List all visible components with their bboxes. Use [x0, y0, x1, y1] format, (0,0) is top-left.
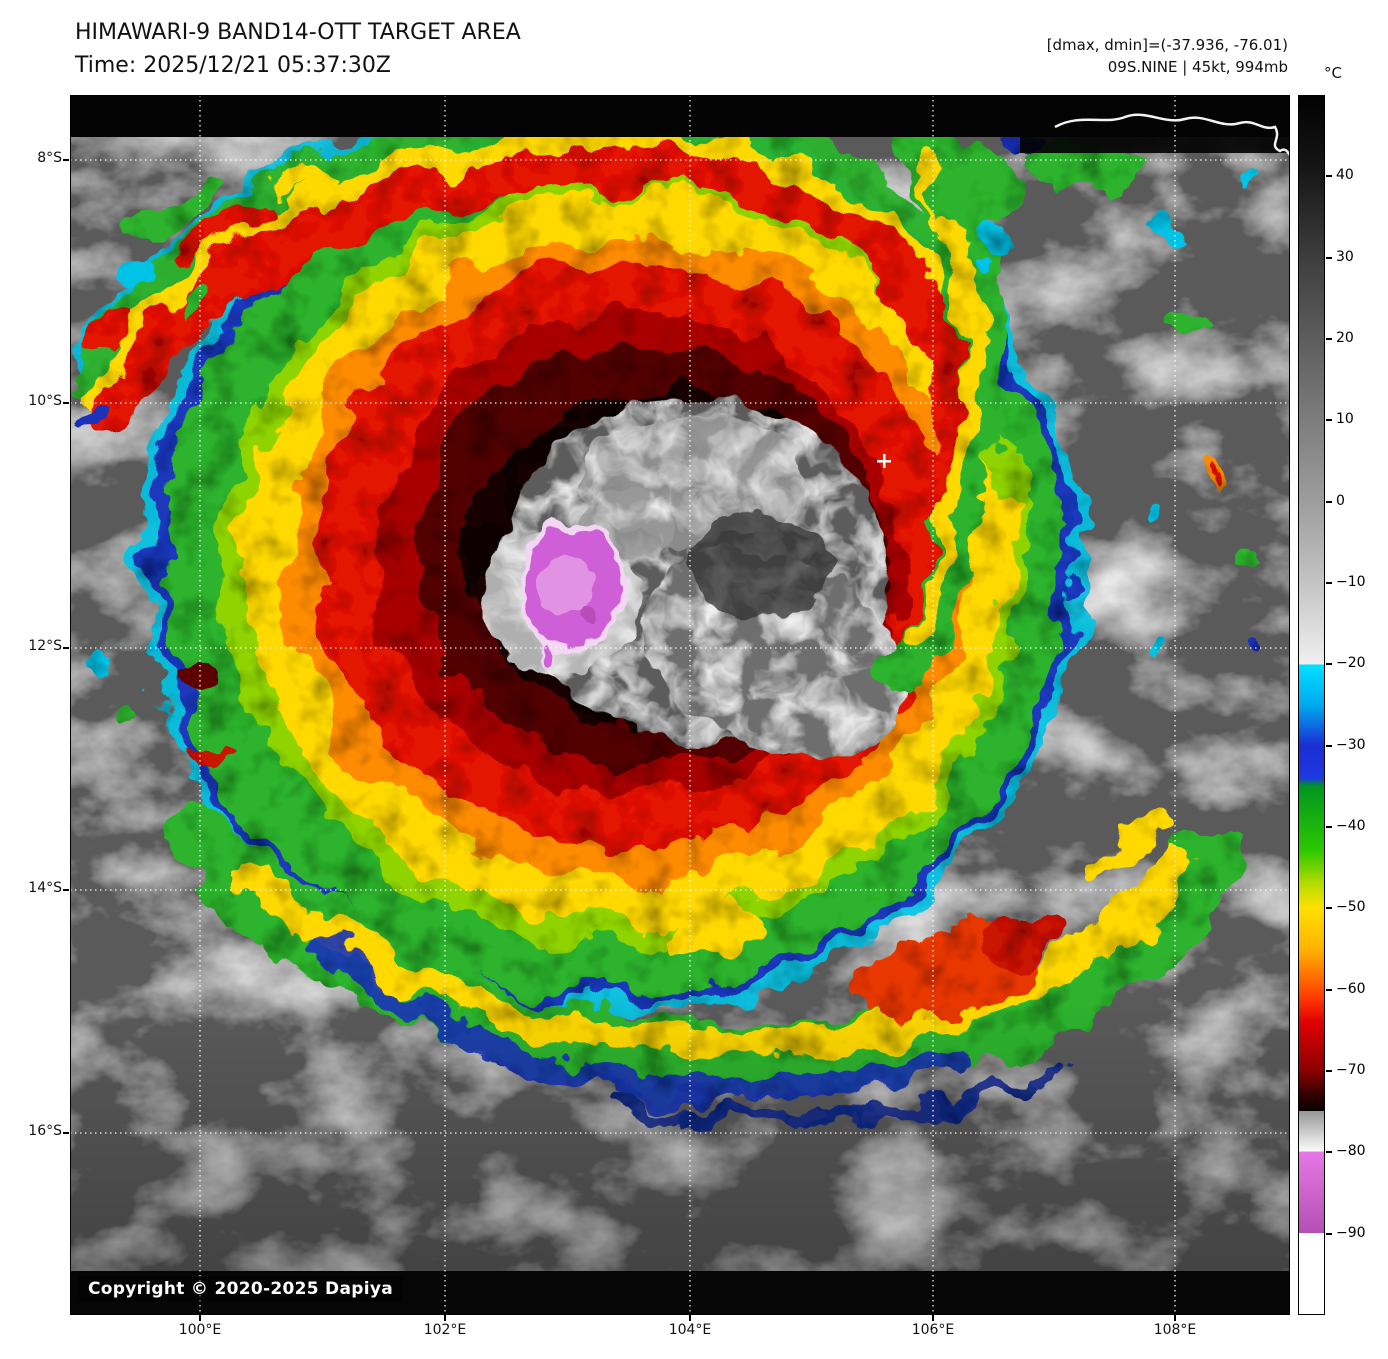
dmax-marker [877, 454, 891, 468]
colorbar-unit-label: °C [1324, 64, 1342, 82]
cold-overshoot-spot [484, 522, 640, 674]
colorbar-tick [1326, 175, 1332, 178]
colorbar-tick [1326, 663, 1332, 666]
lon-label: 108°E [1153, 1322, 1197, 1338]
colorbar-tick-label: −50 [1336, 899, 1366, 916]
lat-label: 10°S [28, 393, 62, 409]
colorbar-tick-label: 10 [1336, 411, 1354, 428]
colorbar-tick-label: 40 [1336, 167, 1354, 184]
lat-tick [63, 402, 69, 404]
colorbar-tick-label: 30 [1336, 248, 1354, 265]
lat-tick [63, 159, 69, 161]
colorbar-tick [1326, 338, 1332, 340]
lat-tick [63, 1132, 69, 1134]
colorbar [1298, 95, 1325, 1315]
lat-label: 12°S [28, 638, 62, 654]
colorbar-tick [1326, 1151, 1332, 1154]
nw-fragments [77, 138, 381, 429]
copyright: Copyright © 2020-2025 Dapiya [78, 1276, 403, 1302]
page-title: HIMAWARI-9 BAND14-OTT TARGET AREA [75, 20, 521, 45]
colorbar-tick [1326, 256, 1332, 259]
colorbar-tick-label: 0 [1336, 492, 1345, 509]
colorbar-tick-label: −20 [1336, 655, 1366, 672]
lon-tick [932, 1315, 934, 1321]
lon-tick [444, 1315, 446, 1321]
colorbar-tick [1326, 582, 1332, 584]
colorbar-gradient [1299, 96, 1324, 1314]
lon-label: 104°E [668, 1322, 712, 1338]
satellite-image-frame: Copyright © 2020-2025 Dapiya [70, 95, 1290, 1315]
lon-label: 106°E [911, 1322, 955, 1338]
colorbar-tick [1326, 1070, 1332, 1072]
colorbar-tick-label: −10 [1336, 574, 1366, 590]
colorbar-tick-label: −70 [1336, 1062, 1366, 1078]
dmax-dmin-readout: [dmax, dmin]=(-37.936, -76.01) [1046, 36, 1288, 54]
lon-tick [1174, 1315, 1176, 1321]
lon-tick [689, 1315, 691, 1321]
colorbar-tick [1326, 1232, 1332, 1235]
colorbar-tick [1326, 907, 1332, 910]
lat-label: 8°S [37, 150, 62, 166]
colorbar-tick-label: −30 [1336, 736, 1366, 753]
lon-tick [199, 1315, 201, 1321]
lat-label: 16°S [28, 1123, 62, 1139]
satellite-image [70, 95, 1290, 1315]
colorbar-tick-label: −80 [1336, 1143, 1366, 1160]
colorbar-tick [1326, 826, 1332, 828]
colorbar-tick [1326, 500, 1332, 503]
lat-tick [63, 647, 69, 649]
colorbar-tick-label: 20 [1336, 330, 1354, 346]
lon-label: 102°E [423, 1322, 467, 1338]
lat-label: 14°S [28, 880, 62, 896]
colorbar-tick-label: −60 [1336, 980, 1366, 997]
colorbar-tick-label: −90 [1336, 1224, 1366, 1241]
storm-info: 09S.NINE | 45kt, 994mb [1107, 58, 1288, 76]
lon-label: 100°E [178, 1322, 222, 1338]
colorbar-tick [1326, 744, 1332, 747]
coastline [1054, 113, 1290, 156]
lat-tick [63, 889, 69, 891]
gridlines [70, 95, 1290, 1315]
west-fragments [89, 639, 240, 758]
timestamp: Time: 2025/12/21 05:37:30Z [75, 53, 391, 78]
south-shading [70, 995, 1290, 1315]
colorbar-tick-label: −40 [1336, 818, 1366, 834]
colorbar-tick [1326, 419, 1332, 422]
colorbar-tick [1326, 988, 1332, 991]
